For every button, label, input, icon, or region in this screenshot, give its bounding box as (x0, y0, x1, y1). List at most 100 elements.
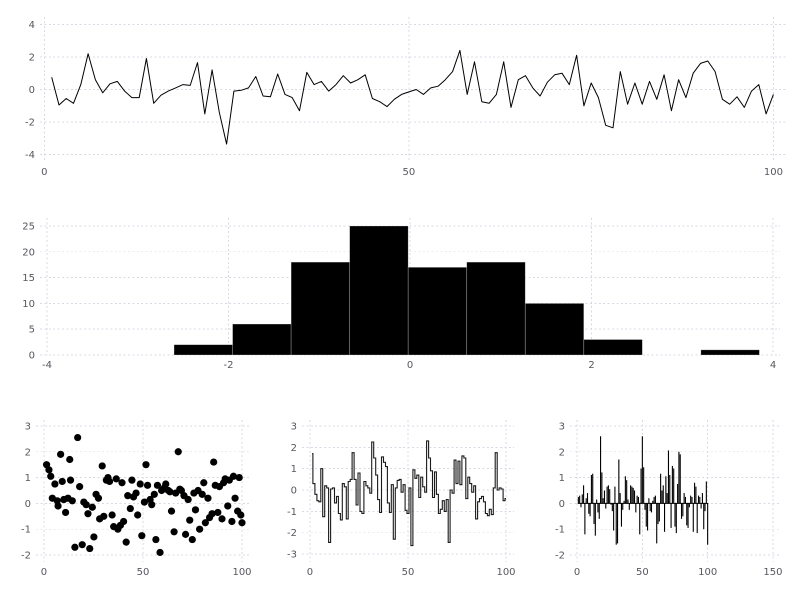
stem-bar (705, 481, 707, 504)
step-x-tick: 50 (402, 567, 415, 578)
stem-bar (583, 485, 585, 504)
stem-bar (679, 454, 681, 504)
scatter-point (134, 511, 142, 519)
scatter-point (196, 525, 204, 533)
scatter-grid (36, 420, 250, 562)
scatter-point (229, 472, 238, 480)
stem-y-tick: -2 (555, 551, 565, 562)
stem-bar (609, 489, 611, 504)
scatter-point (181, 530, 190, 538)
stem-bar (704, 503, 706, 512)
stem-y-tick: 2 (559, 447, 565, 458)
timeseries-x-tick: 50 (403, 167, 416, 178)
scatter-point (170, 528, 178, 536)
stem-x-tick: 100 (698, 567, 717, 578)
stem-y-tick: 0 (559, 499, 565, 510)
stem-x-tick: 150 (763, 567, 782, 578)
stem-bar (605, 503, 607, 509)
stem-bar (684, 496, 686, 504)
histogram-chart: -4 -2 0 2 4 0 5 10 15 20 25 (22, 218, 780, 371)
stem-bar (597, 503, 599, 513)
stem-bar (688, 503, 690, 508)
stem-bar (695, 486, 697, 504)
scatter-x-tick: 100 (232, 567, 251, 578)
step-line (312, 440, 506, 547)
stem-bar (624, 476, 626, 504)
timeseries-y-tick: 4 (29, 20, 35, 31)
scatter-point (198, 490, 206, 498)
stem-bar (669, 474, 671, 504)
stem-bar (686, 503, 688, 526)
stem-bar (664, 503, 666, 532)
stem-bar (649, 503, 651, 512)
scatter-point (94, 494, 103, 502)
stem-bar (636, 495, 638, 504)
scatter-point (128, 476, 136, 484)
step-y-tick: -1 (287, 507, 297, 518)
scatter-point (51, 480, 59, 488)
stem-bar (594, 503, 596, 536)
step-y-tick: 1 (291, 464, 297, 475)
scatter-point (66, 476, 75, 484)
stem-bar (687, 503, 689, 528)
timeseries-x-tick: 100 (764, 167, 783, 178)
stem-bar (644, 503, 646, 510)
scatter-point (153, 481, 162, 489)
scatter-point (45, 466, 53, 474)
stem-bar (675, 503, 677, 534)
scatter-point (136, 480, 144, 488)
scatter-point (47, 472, 55, 480)
stem-bar (611, 503, 613, 512)
timeseries-chart: 0 50 100 -4 -2 0 2 4 (25, 17, 788, 178)
step-tick-labels: 0 50 100 -3 -2 -1 0 1 2 3 (287, 421, 516, 578)
stem-bar (665, 476, 667, 504)
stem-bar (598, 503, 600, 519)
histogram-x-tick: 2 (588, 360, 594, 371)
stem-bar (623, 500, 625, 504)
stem-bar (589, 503, 591, 517)
stem-bar (652, 500, 654, 504)
scatter-point (98, 462, 106, 470)
stem-bar (620, 503, 623, 527)
timeseries-tick-labels: 0 50 100 -4 -2 0 2 4 (25, 20, 783, 178)
scatter-point (132, 489, 140, 497)
histogram-bar (407, 266, 468, 356)
stem-bar (607, 485, 609, 504)
stem-bar (666, 493, 668, 504)
histogram-y-tick: 0 (29, 351, 35, 362)
stem-chart: 0 50 100 150 -2 -1 0 1 2 3 (555, 420, 782, 578)
stem-bar (694, 482, 696, 504)
histogram-y-tick: 15 (22, 273, 35, 284)
step-y-tick: -3 (287, 550, 297, 561)
step-x-tick: 100 (496, 567, 515, 578)
scatter-point (68, 497, 76, 505)
stem-bar (691, 496, 693, 504)
scatter-x-tick: 50 (137, 567, 150, 578)
stem-bar (601, 472, 603, 504)
scatter-point (112, 475, 120, 483)
step-y-tick: -2 (287, 528, 297, 539)
stem-bar (683, 493, 685, 504)
stem-bars (577, 436, 709, 545)
scatter-point (124, 492, 132, 500)
scatter-point (150, 490, 158, 498)
stem-bar (615, 503, 617, 545)
stem-bar (622, 503, 624, 510)
stem-bar (603, 490, 606, 504)
stem-bar (701, 493, 703, 504)
scatter-points (42, 433, 246, 557)
scatter-point (88, 503, 96, 511)
histogram-bar (583, 339, 643, 356)
scatter-point (122, 538, 130, 546)
histogram-y-tick: 5 (29, 325, 35, 336)
stem-y-tick: 3 (559, 421, 565, 432)
scatter-point (108, 511, 116, 519)
scatter-point (191, 506, 200, 514)
histogram-bar (173, 344, 233, 356)
histogram-x-tick: -4 (42, 360, 52, 371)
stem-bar (610, 503, 612, 505)
stem-tick-labels: 0 50 100 150 -2 -1 0 1 2 3 (555, 421, 782, 578)
scatter-tick-labels: 0 50 100 -2 -1 0 1 2 3 (21, 421, 252, 578)
stem-bar (697, 495, 700, 504)
